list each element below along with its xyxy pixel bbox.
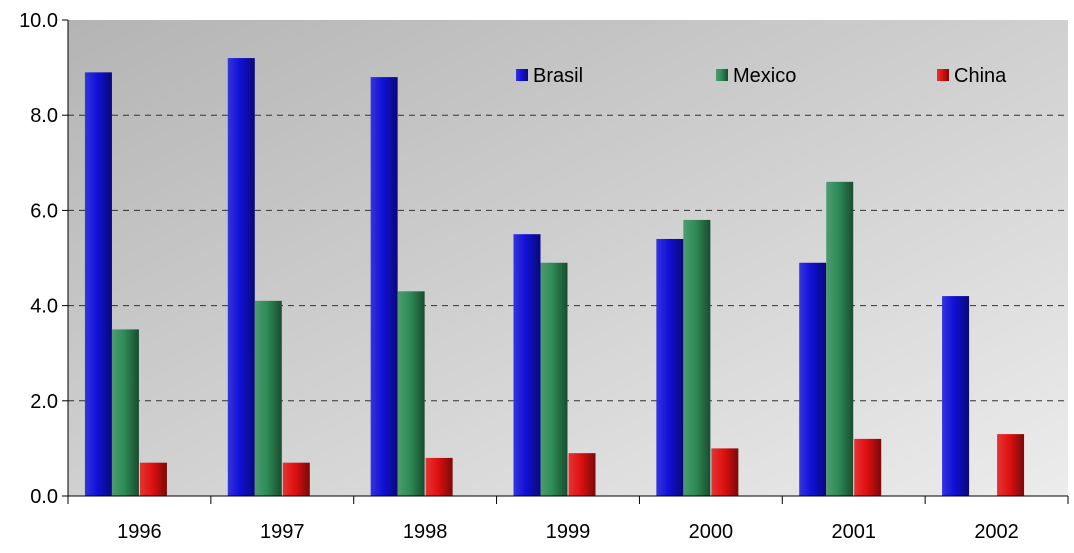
y-tick-label: 8.0 xyxy=(30,105,58,127)
bar-china xyxy=(282,462,310,496)
y-tick-label: 4.0 xyxy=(30,296,58,318)
bar-mexico xyxy=(111,329,139,496)
bar-brasil xyxy=(370,77,398,497)
bar-china xyxy=(997,434,1025,496)
bar-brasil xyxy=(227,58,255,496)
x-tick-label: 2002 xyxy=(974,521,1019,543)
x-tick-label: 1999 xyxy=(546,521,591,543)
bar-brasil xyxy=(656,238,684,496)
bar-brasil xyxy=(942,296,970,496)
legend-label: Mexico xyxy=(733,65,796,87)
bar-brasil xyxy=(84,72,112,497)
plot-area xyxy=(68,20,1068,496)
legend-label: Brasil xyxy=(533,65,583,87)
x-tick-label: 1996 xyxy=(117,521,162,543)
y-tick-label: 0.0 xyxy=(30,486,58,508)
bar-brasil xyxy=(513,234,541,496)
bar-mexico xyxy=(397,291,425,496)
x-tick-label: 2000 xyxy=(689,521,734,543)
x-tick-label: 1997 xyxy=(260,521,305,543)
y-tick-label: 2.0 xyxy=(30,391,58,413)
x-tick-label: 1998 xyxy=(403,521,448,543)
bar-brasil xyxy=(799,262,827,496)
bars xyxy=(84,58,1025,497)
bar-mexico xyxy=(254,300,282,496)
bar-china xyxy=(425,457,453,496)
legend-swatch-brasil xyxy=(516,69,528,81)
x-tick-label: 2001 xyxy=(831,521,876,543)
bar-mexico xyxy=(540,262,568,496)
legend-swatch-china xyxy=(937,69,949,81)
bar-china xyxy=(139,462,167,496)
bar-china xyxy=(568,453,596,496)
bar-china xyxy=(854,438,882,496)
axes: 0.0 2.0 4.0 6.0 8.0 10.0 1996 1997 1998 1999 2000 2… xyxy=(19,10,1069,543)
bar-mexico xyxy=(826,181,854,496)
legend-label: China xyxy=(954,65,1007,87)
legend-swatch-mexico xyxy=(716,69,728,81)
legend: Brasil Mexico China xyxy=(516,65,1007,87)
y-tick-label: 6.0 xyxy=(30,200,58,222)
bar-mexico xyxy=(683,219,711,497)
y-tick-label: 10.0 xyxy=(19,10,58,32)
bar-china xyxy=(711,448,739,496)
